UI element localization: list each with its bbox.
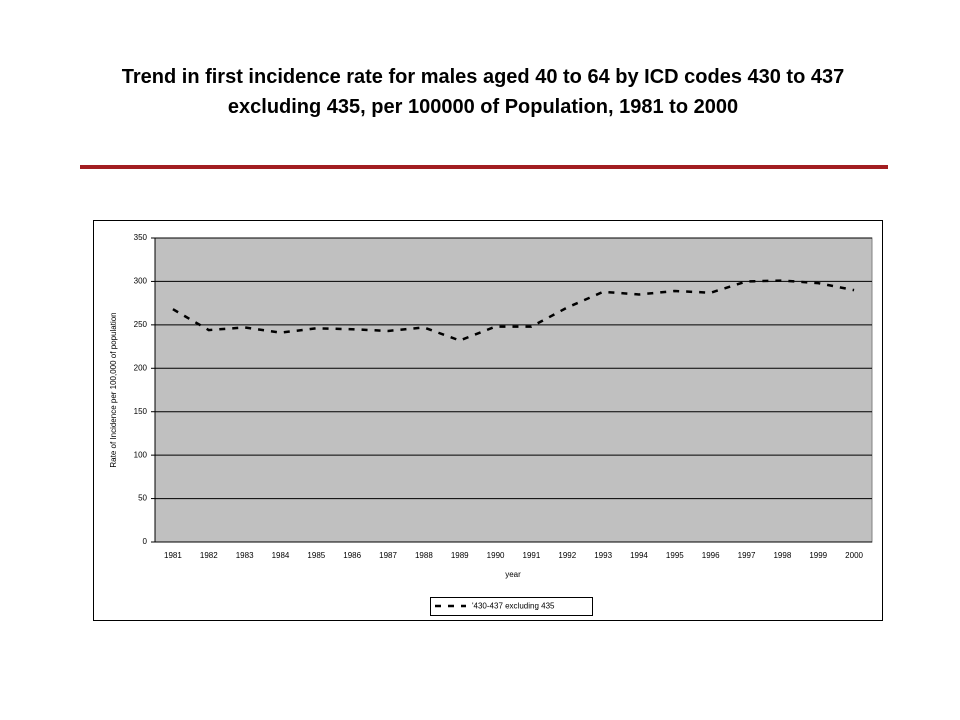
- x-tick-label: 1992: [558, 551, 576, 560]
- y-axis-label: Rate of Incidence per 100,000 of populat…: [109, 312, 118, 467]
- x-tick-label: 1993: [594, 551, 612, 560]
- x-axis-label: year: [505, 570, 521, 579]
- x-tick-label: 2000: [845, 551, 863, 560]
- y-tick-label: 200: [134, 363, 148, 372]
- x-tick-label: 1997: [738, 551, 756, 560]
- x-tick-label: 1994: [630, 551, 648, 560]
- x-tick-label: 1985: [307, 551, 325, 560]
- y-tick-label: 250: [134, 320, 148, 329]
- x-tick-label: 1984: [272, 551, 290, 560]
- y-tick-label: 0: [143, 537, 148, 546]
- x-tick-label: 1981: [164, 551, 182, 560]
- y-tick-label: 300: [134, 277, 148, 286]
- legend-label: '430-437 excluding 435: [472, 602, 555, 611]
- x-tick-label: 1995: [666, 551, 684, 560]
- x-tick-label: 1991: [523, 551, 541, 560]
- y-tick-label: 100: [134, 450, 148, 459]
- y-tick-label: 150: [134, 407, 148, 416]
- data-line: [172, 279, 855, 342]
- x-tick-label: 1988: [415, 551, 433, 560]
- x-tick-label: 1983: [236, 551, 254, 560]
- x-tick-label: 1986: [343, 551, 361, 560]
- x-tick-label: 1989: [451, 551, 469, 560]
- slide-title: Trend in first incidence rate for males …: [121, 66, 845, 118]
- x-tick-label: 1990: [487, 551, 505, 560]
- y-tick-label: 50: [138, 494, 147, 503]
- x-tick-label: 1998: [773, 551, 791, 560]
- legend-box: [430, 597, 593, 616]
- x-tick-label: 1987: [379, 551, 397, 560]
- x-tick-label: 1999: [809, 551, 827, 560]
- y-tick-label: 350: [134, 233, 148, 242]
- plot-area: [154, 237, 873, 543]
- x-tick-label: 1982: [200, 551, 218, 560]
- title-rule: [80, 165, 888, 169]
- x-tick-label: 1996: [702, 551, 720, 560]
